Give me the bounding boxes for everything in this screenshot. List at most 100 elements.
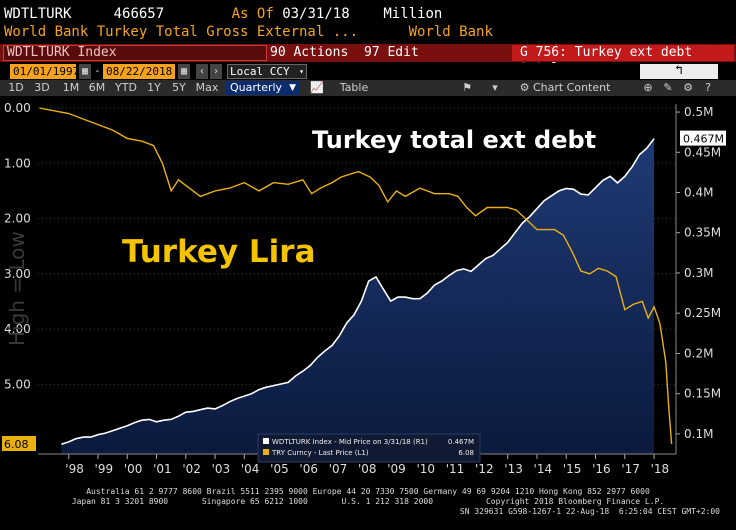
help-icon[interactable]: ?	[705, 81, 711, 94]
left-tick-label: 1.00	[4, 156, 31, 170]
debt-series-line	[61, 138, 655, 446]
range-1m[interactable]: 1M	[62, 81, 80, 94]
date-separator: -	[94, 64, 101, 77]
legend-series-value: 6.08	[458, 449, 474, 457]
ticker-input[interactable]: WDTLTURK Index	[3, 45, 267, 61]
x-tick-label: '18	[651, 462, 670, 476]
x-tick-label: '15	[563, 462, 582, 476]
chart-area: 0.00 1.00 2.00 3.00 4.00 5.00 0.1M 0.15M 0.2M 0.2…	[0, 96, 736, 484]
chart-title: Turkey total ext debt	[312, 126, 596, 154]
left-tick-label: 4.00	[4, 322, 31, 336]
table-button[interactable]: Table	[336, 80, 372, 96]
security-description-row: World Bank Turkey Total Gross External .…	[4, 24, 493, 40]
chevron-right-icon[interactable]: ›	[210, 64, 222, 79]
legend-swatch	[263, 438, 269, 444]
right-tick-label: 0.15M	[684, 387, 721, 401]
currency-select[interactable]: Local CCY ▾	[227, 64, 307, 79]
calendar-icon[interactable]: ▦	[178, 64, 190, 79]
range-6m[interactable]: 6M	[88, 81, 106, 94]
x-tick-label: '17	[621, 462, 640, 476]
x-tick-label: '16	[592, 462, 611, 476]
as-of-date: 03/31/18	[282, 6, 350, 22]
footer-line-2: Japan 81 3 3201 8900 Singapore 65 6212 1…	[71, 497, 665, 506]
currency-label: Local CCY	[230, 65, 290, 78]
range-3d[interactable]: 3D	[34, 81, 50, 94]
start-date-input[interactable]: 01/01/1997	[10, 64, 79, 79]
lira-series-line	[39, 107, 673, 445]
x-tick-label: '12	[475, 462, 494, 476]
range-1d[interactable]: 1D	[8, 81, 24, 94]
right-tick-label: 0.25M	[684, 306, 721, 320]
line-chart-icon[interactable]: 📈	[310, 81, 324, 94]
last-value-left: 6.08	[4, 438, 29, 451]
right-tick-label: 0.5M	[684, 105, 713, 119]
legend: WDTLTURK Index - Mid Price on 3/31/18 (R…	[257, 433, 481, 463]
left-tick-label: 3.00	[4, 267, 31, 281]
legend-swatch	[263, 449, 269, 455]
x-tick-label: '13	[504, 462, 523, 476]
x-tick-label: '10	[416, 462, 435, 476]
right-tick-label: 0.35M	[684, 226, 721, 240]
range-ytd[interactable]: YTD	[115, 81, 137, 94]
range-max[interactable]: Max	[195, 81, 219, 94]
legend-box	[257, 433, 481, 463]
graph-title-tab[interactable]: G 756: Turkey ext debt total	[512, 45, 734, 76]
link-icon[interactable]: ⊕	[643, 81, 653, 94]
calendar-icon[interactable]: ▦	[79, 64, 91, 79]
ticker-number: 466657	[113, 6, 165, 22]
last-value-badge-right	[680, 130, 726, 146]
x-tick-label: '04	[241, 462, 260, 476]
legend-series-name: WDTLTURK Index - Mid Price on 3/31/18 (R…	[272, 438, 428, 446]
back-button[interactable]: ↰	[640, 64, 718, 79]
right-tick-label: 0.4M	[684, 186, 713, 200]
x-tick-label: '99	[95, 462, 114, 476]
left-tick-label: 2.00	[4, 212, 31, 226]
security-description: World Bank Turkey Total Gross External .…	[4, 24, 359, 40]
range-1y[interactable]: 1Y	[147, 81, 161, 94]
last-value-badge-left	[2, 436, 36, 451]
right-tick-label: 0.1M	[684, 427, 713, 441]
back-arrow-icon: ↰	[675, 63, 683, 78]
footer-line-1: Australia 61 2 9777 8600 Brazil 5511 239…	[86, 487, 650, 496]
lira-series-label: Turkey Lira	[122, 234, 316, 270]
range-5y[interactable]: 5Y	[172, 81, 186, 94]
bookmark-icon[interactable]: ⚑	[462, 81, 472, 94]
range-bar	[0, 80, 736, 96]
left-tick-label: 0.00	[4, 101, 31, 115]
axes-group: 0.00 1.00 2.00 3.00 4.00 5.00 0.1M 0.15M 0.2M 0.2…	[2, 101, 726, 476]
ticker-code: WDTLTURK	[4, 6, 72, 22]
chevron-left-icon[interactable]: ‹	[196, 64, 208, 79]
legend-series-name: TRY Curncy - Last Price (L1)	[271, 449, 369, 457]
left-axis-label: High = Low	[5, 231, 29, 346]
frequency-label: Quarterly	[230, 81, 283, 94]
actions-label: 90 Actions	[270, 45, 349, 60]
actions-menu[interactable]: 90 Actions ▾	[270, 45, 358, 75]
x-tick-label: '07	[329, 462, 348, 476]
table-label: Table	[339, 81, 369, 94]
chart-content-button[interactable]: ⚙ Chart Content	[510, 80, 620, 96]
chevron-down-icon[interactable]: ▾	[492, 81, 498, 94]
x-tick-label: '06	[299, 462, 318, 476]
edit-menu[interactable]: 97 Edit ▾	[364, 45, 436, 75]
chevron-down-icon: ▾	[299, 67, 304, 76]
x-tick-label: '98	[65, 462, 84, 476]
x-tick-label: '09	[387, 462, 406, 476]
security-header: WDTLTURK 466657 As Of 03/31/18 Million	[4, 6, 442, 22]
edit-icon[interactable]: ✎	[663, 81, 673, 94]
end-date-input[interactable]: 08/22/2018	[103, 64, 175, 79]
x-tick-label: '11	[446, 462, 465, 476]
right-tick-label: 0.3M	[684, 266, 713, 280]
x-tick-label: '03	[212, 462, 231, 476]
right-tick-label: 0.2M	[684, 346, 713, 360]
x-tick-label: '01	[153, 462, 172, 476]
frequency-select[interactable]: Quarterly ▼	[226, 81, 300, 95]
settings-icon[interactable]: ⚙	[683, 81, 693, 94]
units-label: Million	[383, 6, 443, 22]
x-tick-label: '05	[270, 462, 289, 476]
chart-content-label: Chart Content	[532, 81, 611, 94]
right-tick-label: 0.45M	[684, 145, 721, 159]
x-tick-label: '02	[182, 462, 201, 476]
left-tick-label: 5.00	[4, 377, 31, 391]
as-of-label: As Of	[231, 6, 274, 22]
x-tick-label: '00	[124, 462, 143, 476]
